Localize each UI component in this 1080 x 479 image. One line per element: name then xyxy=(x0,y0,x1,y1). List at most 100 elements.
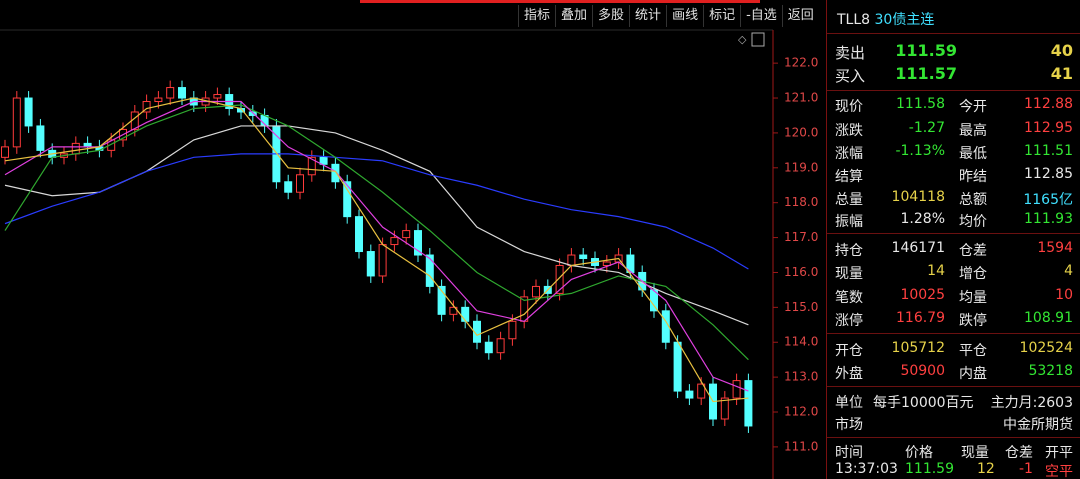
trade-type: 空平 xyxy=(1045,464,1073,479)
row-value: 50900 xyxy=(900,363,945,379)
y-tick-label: 118.0 xyxy=(784,195,818,209)
toolbar-button[interactable]: 指标 xyxy=(518,5,555,27)
row-value: 104118 xyxy=(891,189,945,205)
candle-body xyxy=(248,111,257,116)
candle-body xyxy=(24,97,33,127)
candle-body xyxy=(744,380,753,427)
candle-body xyxy=(508,320,517,340)
row-value: 116.79 xyxy=(896,310,945,326)
candle-body xyxy=(142,101,151,113)
y-tick-label: 115.0 xyxy=(784,300,818,314)
bid-label: 买入 xyxy=(835,67,866,85)
row-label: 现量 xyxy=(835,266,863,282)
ask-label: 卖出 xyxy=(835,44,866,62)
row-label: 均价 xyxy=(959,214,987,230)
trade-header-volume: 现量 xyxy=(961,445,989,461)
row-label: 涨跌 xyxy=(835,123,863,139)
row-label: 均量 xyxy=(959,290,987,306)
row-label: 持仓 xyxy=(835,243,863,259)
candle-body xyxy=(296,174,304,193)
y-tick-label: 121.0 xyxy=(784,91,818,105)
y-tick-label: 112.0 xyxy=(784,405,818,419)
row-value: 105712 xyxy=(891,340,945,356)
row-label: 笔数 xyxy=(835,290,863,306)
contract-name: 30债主连 xyxy=(874,12,935,28)
row-label: 总量 xyxy=(835,192,863,208)
moving-average xyxy=(4,97,749,403)
row-label: 内盘 xyxy=(959,366,987,382)
trade-header-time: 时间 xyxy=(835,445,863,461)
moving-average xyxy=(4,153,749,270)
row-label: 振幅 xyxy=(835,214,863,230)
row-value: 111.58 xyxy=(896,96,945,112)
row-value: 146171 xyxy=(891,240,945,256)
row-label: 总额 xyxy=(959,192,987,208)
row-value: 111.93 xyxy=(1024,211,1073,227)
trade-volume: 12 xyxy=(977,461,995,477)
title-strip xyxy=(360,0,760,3)
icon-diamond[interactable]: ◇ xyxy=(738,33,747,46)
row-label: 平仓 xyxy=(959,343,987,359)
toolbar-button[interactable]: 叠加 xyxy=(555,5,592,27)
toolbar-button[interactable]: 多股 xyxy=(592,5,629,27)
row-label: 增仓 xyxy=(959,266,987,282)
y-tick-label: 114.0 xyxy=(784,335,818,349)
toolbar-button[interactable]: 标记 xyxy=(703,5,740,27)
candle-body xyxy=(107,139,116,151)
separator xyxy=(827,386,1080,387)
trade-header-price: 价格 xyxy=(905,445,933,461)
separator xyxy=(827,33,1080,34)
market-value: 中金所期货 xyxy=(1003,417,1073,433)
candle-body xyxy=(732,380,741,399)
row-label: 昨结 xyxy=(959,169,987,185)
candle-body xyxy=(461,306,470,322)
candle-body xyxy=(720,397,729,420)
row-value: -1.27 xyxy=(908,120,945,136)
y-tick-label: 119.0 xyxy=(784,160,818,174)
candle-body xyxy=(685,390,694,399)
toolbar-button[interactable]: 画线 xyxy=(666,5,703,27)
trade-oi: -1 xyxy=(1019,461,1033,477)
candle-body xyxy=(36,125,45,151)
separator xyxy=(827,437,1080,438)
separator xyxy=(827,233,1080,234)
toolbar-button[interactable]: -自选 xyxy=(740,5,782,27)
candle-body xyxy=(178,87,186,99)
y-tick-label: 111.0 xyxy=(784,439,818,453)
candle-body xyxy=(154,97,163,103)
candle-body xyxy=(1,146,9,158)
toolbar-button[interactable]: 统计 xyxy=(629,5,666,27)
candle-body xyxy=(307,156,316,176)
row-value: 112.88 xyxy=(1024,96,1073,112)
candle-body xyxy=(390,237,399,246)
row-value: 10 xyxy=(1055,287,1073,303)
candle-body xyxy=(532,285,540,298)
toolbar-button[interactable]: 返回 xyxy=(781,5,819,27)
row-value: 1165亿 xyxy=(1023,192,1073,208)
row-label: 涨幅 xyxy=(835,146,863,162)
candle-body xyxy=(414,230,422,256)
main-month: 主力月:2603 xyxy=(990,395,1073,411)
ask-price: 111.59 xyxy=(895,41,957,60)
row-value: 1594 xyxy=(1037,240,1073,256)
unit-label: 单位 xyxy=(835,395,863,411)
row-value: 112.85 xyxy=(1024,166,1073,182)
row-label: 开仓 xyxy=(835,343,863,359)
row-value: 1.28% xyxy=(900,211,945,227)
candle-body xyxy=(579,254,588,260)
row-value: 53218 xyxy=(1028,363,1073,379)
trade-time: 13:37:03 xyxy=(835,461,898,477)
candle-body xyxy=(484,341,493,354)
row-label: 仓差 xyxy=(959,243,987,259)
row-label: 跌停 xyxy=(959,313,987,329)
bid-volume: 41 xyxy=(1050,64,1073,83)
market-label: 市场 xyxy=(835,417,863,433)
row-label: 外盘 xyxy=(835,366,863,382)
moving-average xyxy=(4,100,749,392)
y-tick-label: 117.0 xyxy=(784,230,818,244)
icon-window[interactable] xyxy=(751,32,765,47)
candle-body xyxy=(402,230,411,239)
candle-body xyxy=(437,285,446,315)
trade-header-oi: 仓差 xyxy=(1005,445,1033,461)
